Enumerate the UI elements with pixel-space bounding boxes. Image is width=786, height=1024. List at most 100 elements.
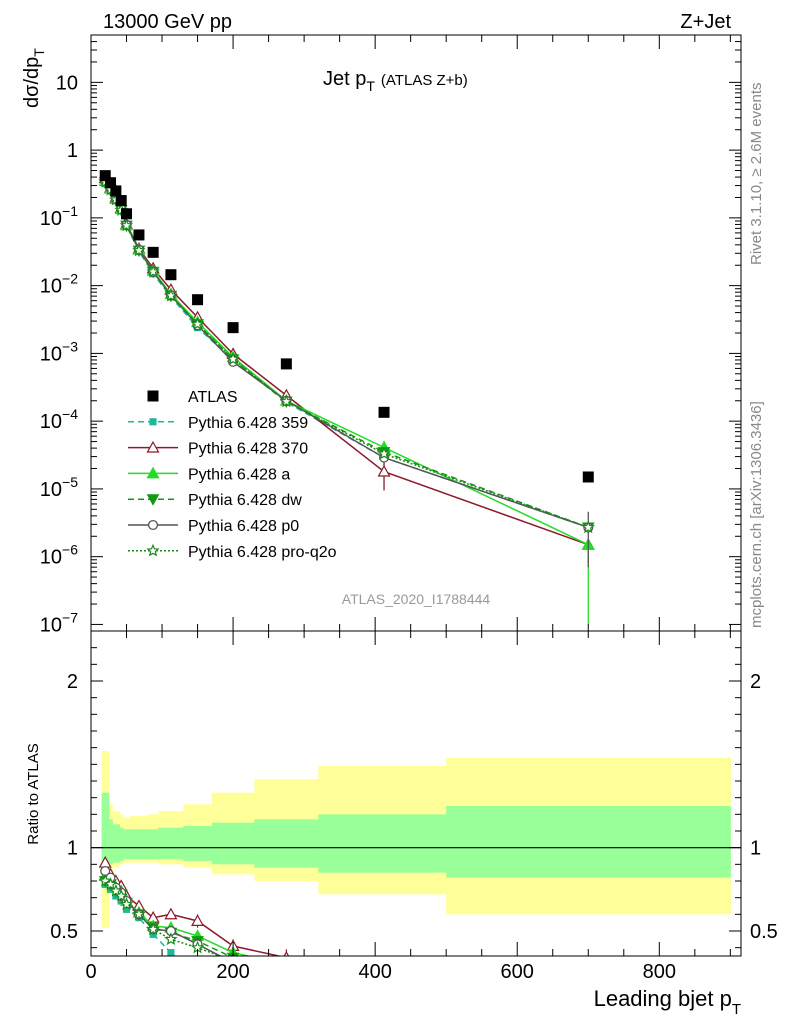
legend-item: Pythia 6.428 a	[128, 466, 290, 483]
atlas-data-point	[192, 294, 204, 306]
series-line	[104, 177, 589, 546]
y-tick-label: 10−7	[40, 609, 78, 636]
atlas-data-point	[105, 177, 117, 189]
legend: ATLAS Pythia 6.428 359 Pythia 6.428 370 Pyt…	[128, 389, 337, 561]
band-segment	[254, 819, 319, 868]
band-segment	[158, 827, 184, 860]
ratio-point	[194, 972, 201, 979]
series-line	[104, 179, 589, 529]
ratio-y-tick-label: 0.5	[50, 921, 78, 943]
legend-item: Pythia 6.428 dw	[128, 492, 302, 509]
series-line	[104, 180, 589, 546]
ratio-line	[104, 880, 222, 956]
data-point	[146, 264, 160, 278]
atlas-data-point	[582, 471, 594, 483]
ratio-point	[283, 1011, 290, 1018]
atlas-data-point	[115, 195, 127, 207]
main-title-subscript: T	[366, 78, 375, 94]
series-pythia-6-428-pro-q2o	[98, 174, 595, 534]
ratio-point	[282, 968, 291, 977]
y-tick-exponent: −6	[62, 542, 78, 558]
atlas-data-point	[121, 208, 133, 220]
legend-marker	[146, 466, 160, 479]
y-tick-label: 10−3	[40, 338, 78, 365]
legend-label: Pythia 6.428 dw	[188, 492, 302, 509]
legend-item: Pythia 6.428 370	[128, 441, 308, 458]
mcplots-label: mcplots.cern.ch [arXiv:1306.3436]	[748, 401, 765, 628]
series-line	[104, 181, 589, 529]
ratio-point	[122, 905, 131, 913]
legend-label: Pythia 6.428 p0	[188, 518, 299, 535]
series-atlas-data	[99, 170, 594, 483]
legend-item: Pythia 6.428 359	[128, 415, 308, 432]
x-tick-label: 0	[85, 961, 96, 983]
x-tick-label: 600	[501, 961, 534, 983]
legend-marker	[147, 519, 159, 531]
legend-marker	[146, 494, 160, 506]
data-point	[190, 317, 205, 330]
band-segment	[101, 792, 110, 870]
ratio-y-tick-label: 1	[67, 838, 78, 860]
data-point	[132, 243, 146, 257]
ratio-plot-frame	[90, 630, 742, 957]
main-plot-frame	[90, 34, 742, 632]
data-point	[377, 464, 391, 477]
y-tick-base: 10	[40, 614, 62, 636]
y-tick-exponent: −2	[62, 271, 78, 287]
ratio-point	[281, 966, 292, 976]
band-segment	[446, 806, 731, 878]
y-tick-base: 10	[40, 411, 62, 433]
band-segment	[108, 819, 113, 865]
header-process-label: Z+Jet	[680, 11, 731, 33]
atlas-data-point	[227, 322, 239, 334]
ratio-y-axis-label: Ratio to ATLAS	[25, 743, 42, 844]
legend-label: Pythia 6.428 pro-q2o	[188, 544, 337, 561]
legend-marker	[146, 543, 160, 557]
ratio-point	[281, 959, 292, 969]
band-segment	[112, 824, 120, 863]
atlas-data-point	[110, 185, 122, 197]
y-tick-exponent: −1	[62, 203, 78, 219]
y-tick-base: 10	[40, 547, 62, 569]
legend-label: Pythia 6.428 359	[188, 415, 308, 432]
x-axis-label-text: Leading bjet p	[594, 986, 732, 1011]
data-point	[581, 520, 595, 534]
band-segment	[130, 829, 149, 860]
y-tick-base: 10	[40, 479, 62, 501]
y-tick-label: 10	[56, 72, 78, 94]
y-tick-label: 10−6	[40, 542, 78, 569]
legend-marker	[147, 390, 159, 402]
ratio-point	[281, 963, 292, 973]
ratio-point	[119, 897, 134, 911]
x-tick-label: 800	[643, 961, 676, 983]
ratio-point	[146, 922, 160, 936]
ratio-point	[283, 950, 290, 956]
ratio-point	[103, 877, 118, 891]
atlas-data-point	[378, 406, 390, 418]
data-point	[377, 446, 391, 460]
ratio-point	[109, 883, 123, 897]
ratio-point	[164, 907, 178, 920]
ratio-y-tick-label-right: 2	[750, 671, 761, 693]
legend-item: Pythia 6.428 p0	[128, 518, 299, 535]
ratio-panel: 0.5 0.5 1 1 2 2 0 200 400 600 800 Ratio to ATLAS L…	[25, 630, 778, 1018]
atlas-data-point	[280, 358, 292, 370]
band-segment	[211, 822, 255, 865]
legend-marker	[146, 440, 160, 453]
x-axis-label: Leading bjet pT	[594, 986, 741, 1018]
ratio-y-tick-label-right: 0.5	[750, 921, 778, 943]
y-axis-label-text: dσ/dp	[21, 57, 43, 108]
data-point	[164, 288, 178, 302]
band-segment	[122, 829, 131, 860]
ratio-series-pythia-6-428-pro-q2o	[98, 873, 292, 976]
ratio-point	[164, 932, 178, 946]
y-tick-exponent: −7	[62, 609, 78, 625]
rivet-version-label: Rivet 3.1.10, ≥ 2.6M events	[748, 83, 765, 266]
legend-label: Pythia 6.428 a	[188, 466, 290, 483]
band-segment	[119, 827, 124, 861]
x-axis-label-subscript: T	[732, 1001, 741, 1018]
main-plot-title: Jet pT (ATLAS Z+b)	[323, 68, 468, 94]
data-point	[119, 218, 134, 232]
